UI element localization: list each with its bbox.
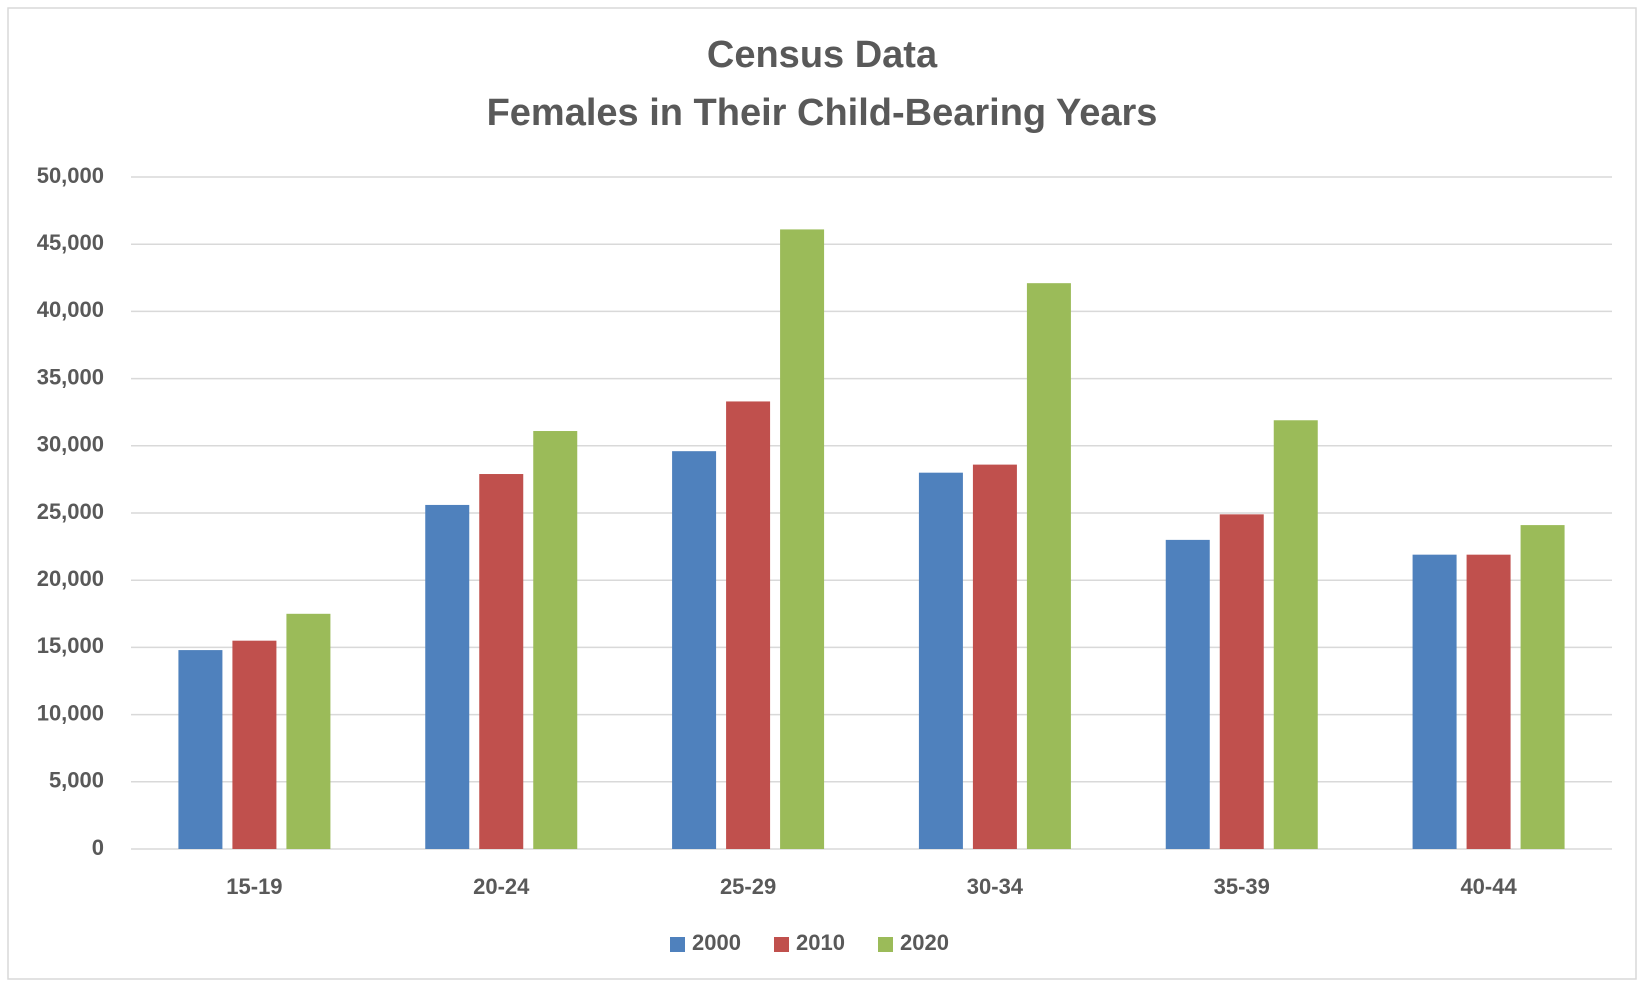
y-tick-label: 0	[92, 835, 104, 860]
bar	[672, 451, 717, 849]
x-tick-label: 25-29	[720, 874, 776, 899]
bar	[1466, 554, 1511, 849]
y-tick-label: 45,000	[37, 230, 104, 255]
legend-label: 2020	[900, 930, 949, 955]
bar	[533, 431, 578, 849]
bar	[425, 504, 470, 849]
bar	[1412, 554, 1457, 849]
y-tick-label: 5,000	[49, 768, 104, 793]
bar	[1026, 283, 1071, 849]
bar	[232, 640, 277, 849]
legend-swatch	[774, 937, 789, 952]
chart-subtitle: Females in Their Child-Bearing Years	[487, 92, 1158, 134]
bar	[780, 229, 825, 849]
y-tick-label: 10,000	[37, 700, 104, 725]
bar	[1520, 525, 1565, 849]
legend-swatch	[878, 937, 893, 952]
bar	[286, 613, 331, 849]
legend-swatch	[670, 937, 685, 952]
x-tick-label: 20-24	[473, 874, 530, 899]
legend-label: 2000	[692, 930, 741, 955]
x-tick-label: 30-34	[967, 874, 1024, 899]
y-tick-label: 20,000	[37, 566, 104, 591]
x-tick-label: 15-19	[226, 874, 282, 899]
bar	[726, 401, 771, 849]
y-tick-label: 40,000	[37, 297, 104, 322]
x-tick-label: 35-39	[1214, 874, 1270, 899]
y-tick-label: 25,000	[37, 499, 104, 524]
y-tick-label: 30,000	[37, 432, 104, 457]
bar	[479, 474, 524, 849]
bar	[972, 464, 1017, 849]
x-tick-label: 40-44	[1460, 874, 1517, 899]
bar	[1273, 420, 1318, 849]
bar	[918, 472, 963, 849]
y-tick-label: 50,000	[37, 163, 104, 188]
bar	[178, 650, 223, 849]
bar	[1219, 514, 1264, 849]
bar	[1165, 539, 1210, 849]
y-tick-label: 35,000	[37, 364, 104, 389]
legend-label: 2010	[796, 930, 845, 955]
y-tick-label: 15,000	[37, 633, 104, 658]
chart-title: Census Data	[707, 34, 938, 76]
